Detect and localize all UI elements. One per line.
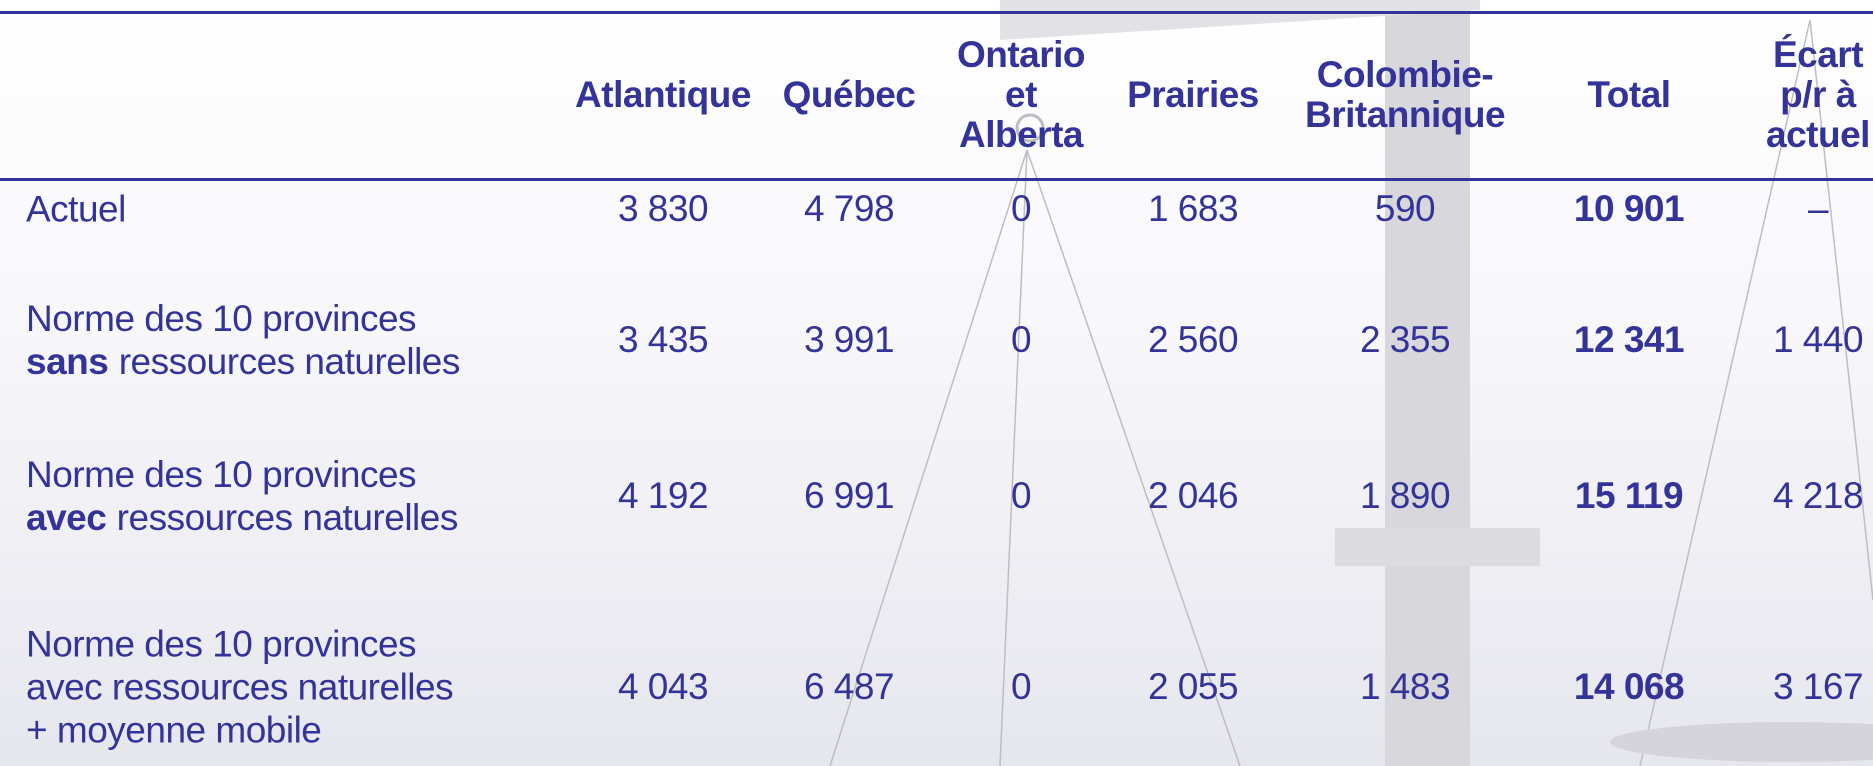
header-line: actuel [1766, 114, 1870, 155]
label-line: Actuel [26, 188, 126, 231]
table-cell: 4 192 [617, 475, 709, 516]
table-cell: 12 341 [1573, 319, 1685, 360]
header-line: Écart [1772, 34, 1864, 75]
table-cell: 3 991 [803, 319, 895, 360]
table-cell: – [1807, 188, 1829, 229]
header-line: Prairies [1127, 74, 1259, 115]
label-line: avec ressources naturelles [26, 666, 454, 709]
column-header: Ontario et Alberta [956, 34, 1086, 155]
table-cell: 4 218 [1772, 475, 1864, 516]
label-line: Norme des 10 provinces [26, 623, 453, 666]
table-cell: 10 901 [1573, 188, 1685, 229]
row-label: Norme des 10 provinces sans ressources nat… [26, 297, 460, 383]
label-line: Norme des 10 provinces [26, 297, 460, 340]
top-rule [0, 11, 1873, 14]
header-line: Atlantique [575, 74, 751, 115]
table-cell: 0 [1010, 666, 1032, 707]
table-cell: 6 991 [803, 475, 895, 516]
table-cell: 1 683 [1147, 188, 1239, 229]
table-cell: 3 167 [1772, 666, 1864, 707]
row-label: Norme des 10 provinces avec ressources nat… [26, 453, 458, 539]
header-line: p/r à [1780, 74, 1856, 115]
row-label: Norme des 10 provinces avec ressources na… [26, 623, 454, 752]
scale-base [1335, 528, 1540, 566]
label-segment: + moyenne mobile [26, 709, 322, 751]
scale-ring [1015, 113, 1045, 143]
column-header: Québec [783, 75, 916, 115]
table-cell: 14 068 [1573, 666, 1685, 707]
scale-strings [829, 19, 1873, 766]
table-cell: 0 [1010, 188, 1032, 229]
label-segment: ressources naturelles [118, 341, 461, 382]
column-header: Atlantique [575, 75, 751, 115]
column-header: Écart p/r à actuel [1766, 35, 1870, 155]
table-cell: 590 [1374, 188, 1436, 229]
label-line: avec ressources naturelles [26, 496, 458, 539]
table-cell: 2 560 [1147, 319, 1239, 360]
table-cell: 0 [1010, 319, 1032, 360]
column-header: Colombie- Britannique [1304, 54, 1506, 135]
label-segment: Actuel [26, 188, 126, 230]
row-label: Actuel [26, 188, 126, 231]
scale-pillar [1385, 0, 1470, 766]
table-cell: 2 055 [1147, 666, 1239, 707]
label-line: sans ressources naturelles [26, 340, 460, 383]
table-cell: 1 440 [1772, 319, 1864, 360]
table-cell: 4 043 [617, 666, 709, 707]
header-line: Britannique [1304, 94, 1506, 135]
header-line: et [1005, 74, 1037, 115]
header-line: Ontario [956, 34, 1086, 75]
label-line: Norme des 10 provinces [26, 453, 458, 496]
header-line: Total [1587, 74, 1671, 115]
label-segment: Norme des 10 provinces [26, 454, 417, 495]
table-cell: 2 355 [1359, 319, 1451, 360]
table-cell: 3 435 [617, 319, 709, 360]
header-line: Québec [782, 74, 916, 115]
scale-beam [1000, 0, 1480, 40]
label-line: + moyenne mobile [26, 709, 453, 752]
label-segment: Norme des 10 provinces [26, 623, 417, 665]
label-segment: avec [26, 497, 107, 538]
table-cell: 4 798 [803, 188, 895, 229]
header-line: Colombie- [1316, 54, 1494, 95]
label-segment: Norme des 10 provinces [26, 298, 417, 339]
table-cell: 1 890 [1359, 475, 1451, 516]
header-rule [0, 178, 1873, 181]
table-cell: 1 483 [1359, 666, 1451, 707]
table-cell: 6 487 [803, 666, 895, 707]
label-segment: sans [26, 341, 109, 382]
header-line: Alberta [959, 114, 1083, 155]
scale-pan [1610, 722, 1873, 762]
table-cell: 2 046 [1147, 475, 1239, 516]
table-cell: 0 [1010, 475, 1032, 516]
column-header: Total [1587, 74, 1671, 115]
label-segment: avec ressources naturelles [26, 666, 454, 708]
label-segment: ressources naturelles [116, 497, 459, 538]
table-cell: 3 830 [617, 188, 709, 229]
table-cell: 15 119 [1574, 475, 1684, 516]
column-header: Prairies [1127, 75, 1259, 115]
